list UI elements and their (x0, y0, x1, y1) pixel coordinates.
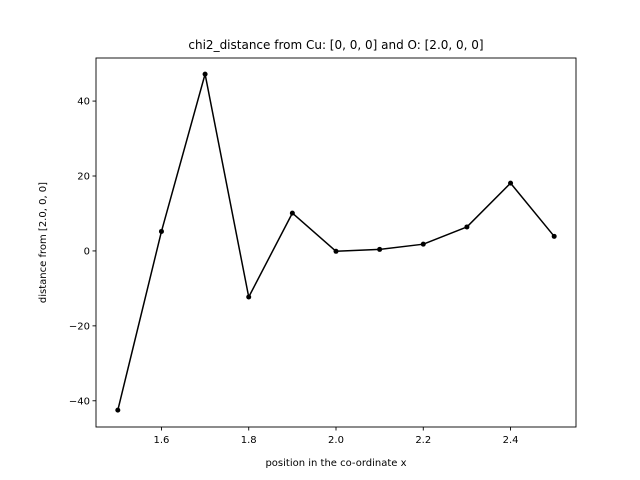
y-tick-label: 0 (84, 246, 90, 257)
data-point (289, 210, 295, 216)
data-point (508, 180, 514, 186)
data-point (115, 407, 121, 413)
y-axis-label: distance from [2.0, 0, 0] (38, 182, 49, 303)
y-tick-label: 20 (77, 172, 90, 183)
axis-ticks: 1.6 1.8 2.0 2.2 2.4 −40 −20 0 20 40 (69, 97, 519, 446)
chart-title: chi2_distance from Cu: [0, 0, 0] and O: … (188, 38, 483, 52)
x-axis-label: position in the co-ordinate x (265, 458, 406, 469)
series-layer (115, 71, 557, 413)
x-tick-label: 1.6 (154, 435, 170, 446)
data-point (420, 241, 426, 247)
data-point (158, 228, 164, 234)
x-tick-label: 2.0 (328, 435, 344, 446)
x-tick-label: 1.8 (241, 435, 257, 446)
plot-area-frame (95, 57, 577, 428)
data-point (333, 248, 339, 254)
x-tick-label: 2.4 (503, 435, 519, 446)
y-tick-label: −20 (69, 321, 90, 332)
data-point (377, 246, 383, 252)
y-tick-label: −40 (69, 396, 90, 407)
x-tick-label: 2.2 (415, 435, 431, 446)
data-point (551, 233, 557, 239)
data-point (202, 71, 208, 77)
data-point (464, 224, 470, 230)
data-point (246, 294, 252, 300)
y-tick-label: 40 (77, 97, 90, 108)
